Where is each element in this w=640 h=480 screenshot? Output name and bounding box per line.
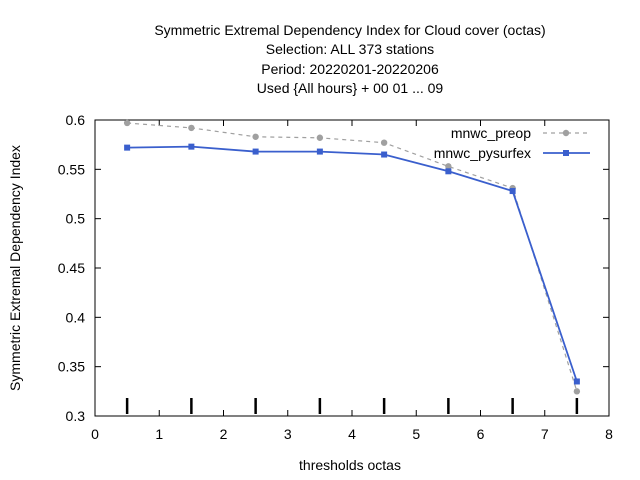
y-axis: 0.3 0.35 0.4 0.45 0.5 0.55 0.6 (58, 112, 609, 424)
data-point (573, 388, 581, 395)
data-point (124, 144, 131, 151)
series-layer (123, 119, 581, 395)
data-point (252, 148, 259, 155)
legend-label: mnwc_pysurfex (434, 145, 531, 161)
data-point (573, 378, 580, 385)
x-tick-label: 3 (284, 426, 292, 442)
legend-swatch-marker (563, 150, 569, 156)
data-point (509, 188, 516, 195)
data-point (445, 168, 452, 175)
y-tick-label: 0.5 (66, 211, 86, 227)
x-tick-label: 6 (477, 426, 485, 442)
data-point (188, 124, 195, 132)
data-point (188, 143, 195, 150)
data-point (316, 148, 323, 155)
plot-frame (94, 119, 610, 417)
y-tick-label: 0.35 (58, 359, 85, 375)
x-tick-label: 8 (605, 426, 613, 442)
chart-title-line-4: Used {All hours} + 00 01 ... 09 (257, 80, 444, 96)
x-tick-label: 1 (155, 426, 163, 442)
y-tick-label: 0.6 (66, 112, 86, 128)
series-line (127, 145, 578, 382)
data-point (380, 139, 388, 146)
chart-title-block: Symmetric Extremal Dependency Index for … (154, 22, 545, 96)
threshold-markers (125, 398, 579, 414)
legend-swatch-marker (562, 129, 570, 137)
x-tick-label: 2 (220, 426, 228, 442)
data-point (381, 151, 388, 158)
x-axis-label: thresholds octas (299, 457, 401, 473)
x-tick-label: 4 (348, 426, 356, 442)
series-line (127, 122, 578, 392)
series-mnwc-preop (123, 119, 581, 395)
data-point (316, 134, 324, 141)
y-tick-label: 0.3 (66, 408, 86, 424)
chart-title-line-2: Selection: ALL 373 stations (266, 41, 434, 57)
data-point (123, 119, 131, 127)
y-tick-label: 0.4 (66, 309, 86, 325)
data-point (445, 163, 452, 170)
chart-title-line-3: Period: 20220201-20220206 (261, 61, 439, 77)
legend-label: mnwc_preop (451, 125, 531, 141)
x-axis: 0 1 2 3 4 5 6 7 8 (91, 120, 613, 442)
series-mnwc-pysurfex (124, 143, 580, 385)
data-point (252, 133, 259, 140)
legend: mnwc_preop mnwc_pysurfex (434, 125, 590, 161)
y-tick-label: 0.45 (58, 260, 85, 276)
x-tick-label: 5 (412, 426, 420, 442)
y-tick-label: 0.55 (58, 161, 85, 177)
y-axis-label: Symmetric Extremal Dependency Index (7, 145, 23, 391)
x-tick-label: 7 (541, 426, 549, 442)
chart-title-line-1: Symmetric Extremal Dependency Index for … (154, 22, 545, 38)
x-tick-label: 0 (91, 426, 99, 442)
